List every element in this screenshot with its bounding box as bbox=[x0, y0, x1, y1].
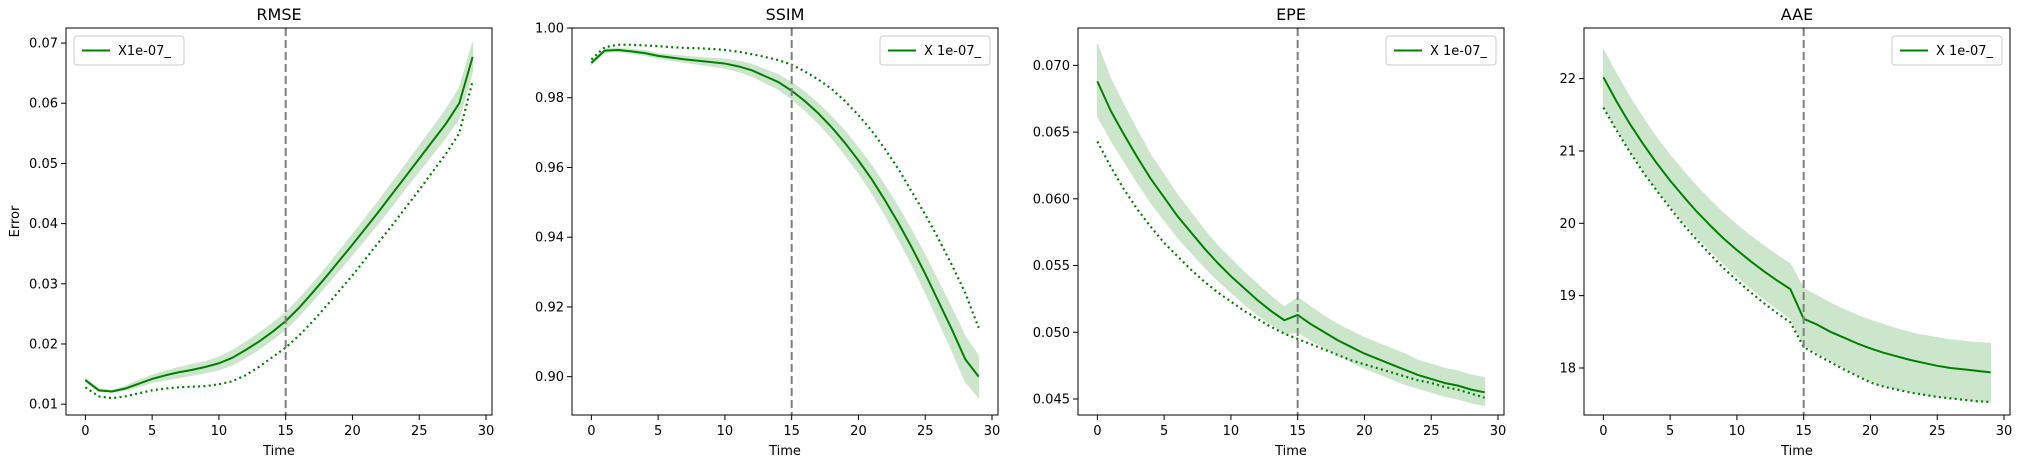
y-tick-label: 0.92 bbox=[535, 300, 564, 315]
subplot-aae: 0 5 10 15 20 25 30 18 19 20 21 22 AAE Time X 1e-07_ bbox=[1559, 5, 2012, 459]
y-tick-label: 0.05 bbox=[29, 157, 58, 172]
x-tick-label: 30 bbox=[984, 424, 1001, 439]
legend-label: X 1e-07_ bbox=[924, 44, 982, 59]
chart-title: RMSE bbox=[256, 5, 301, 24]
y-tick-label: 0.060 bbox=[1033, 192, 1070, 207]
axes-frame bbox=[1583, 27, 2011, 416]
x-tick-label: 15 bbox=[783, 424, 800, 439]
legend: X1e-07_ bbox=[73, 35, 185, 66]
x-tick-label: 5 bbox=[1666, 424, 1674, 439]
subplot-rmse: 0 5 10 15 20 25 30 0.01 0.02 0.03 0.04 0.05 0.06 0.07… bbox=[8, 5, 494, 459]
x-tick-label: 25 bbox=[411, 424, 428, 439]
legend: X 1e-07_ bbox=[1891, 35, 2003, 66]
x-tick-label: 5 bbox=[654, 424, 662, 439]
series-line-comparison bbox=[590, 43, 980, 329]
x-tick-label: 25 bbox=[1929, 424, 1946, 439]
x-axis-label: Time bbox=[262, 444, 295, 459]
x-axis-label: Time bbox=[1780, 444, 1813, 459]
x-tick-label: 10 bbox=[1729, 424, 1746, 439]
legend-label: X 1e-07_ bbox=[1936, 44, 1994, 59]
confidence-band bbox=[84, 42, 474, 393]
x-tick-label: 0 bbox=[1599, 424, 1607, 439]
axes-frame bbox=[65, 27, 493, 416]
y-tick-label: 0.045 bbox=[1033, 392, 1070, 407]
y-tick-label: 0.07 bbox=[29, 37, 58, 52]
y-tick-label: 18 bbox=[1559, 361, 1576, 376]
subplot-ssim: 0 5 10 15 20 25 30 0.90 0.92 0.94 0.96 0.98 1.00 SSIM… bbox=[535, 5, 1000, 459]
legend-box bbox=[73, 35, 185, 66]
y-tick-label: 0.070 bbox=[1033, 59, 1070, 74]
series-line-mean bbox=[1096, 80, 1485, 394]
y-axis-label: Error bbox=[8, 205, 23, 237]
x-tick-label: 20 bbox=[1862, 424, 1879, 439]
legend: X 1e-07_ bbox=[1385, 35, 1497, 66]
series-line-mean bbox=[84, 56, 474, 393]
y-tick-label: 0.90 bbox=[535, 370, 564, 385]
y-tick-label: 0.055 bbox=[1033, 259, 1070, 274]
y-tick-label: 21 bbox=[1559, 144, 1576, 159]
chart-title: EPE bbox=[1276, 5, 1306, 24]
legend-label: X1e-07_ bbox=[118, 44, 171, 59]
x-tick-label: 10 bbox=[211, 424, 228, 439]
x-axis-label: Time bbox=[1274, 444, 1307, 459]
y-tick-label: 0.065 bbox=[1033, 126, 1070, 141]
x-tick-label: 20 bbox=[344, 424, 361, 439]
y-tick-label: 0.94 bbox=[535, 231, 564, 246]
y-tick-label: 0.98 bbox=[535, 91, 564, 106]
y-tick-label: 0.96 bbox=[535, 161, 564, 176]
subplots: 0 5 10 15 20 25 30 0.01 0.02 0.03 0.04 0.05 0.06 0.07… bbox=[8, 5, 2012, 459]
x-tick-label: 30 bbox=[478, 424, 495, 439]
chart-title: SSIM bbox=[766, 5, 805, 24]
y-tick-label: 0.03 bbox=[29, 277, 58, 292]
subplot-epe: 0 5 10 15 20 25 30 0.045 0.050 0.055 0.060 0.065 0.0… bbox=[1033, 5, 1506, 459]
x-tick-label: 15 bbox=[1289, 424, 1306, 439]
y-tick-label: 0.050 bbox=[1033, 326, 1070, 341]
x-tick-label: 20 bbox=[850, 424, 867, 439]
y-tick-label: 0.06 bbox=[29, 97, 58, 112]
y-tick-label: 19 bbox=[1559, 289, 1576, 304]
x-tick-label: 0 bbox=[1093, 424, 1101, 439]
x-tick-label: 0 bbox=[587, 424, 595, 439]
x-tick-label: 5 bbox=[148, 424, 156, 439]
x-tick-label: 15 bbox=[1795, 424, 1812, 439]
x-tick-label: 20 bbox=[1356, 424, 1373, 439]
x-tick-label: 30 bbox=[1490, 424, 1507, 439]
axes-frame bbox=[1077, 27, 1505, 416]
series-line-comparison bbox=[1096, 140, 1485, 399]
series-line-mean bbox=[590, 48, 980, 378]
x-tick-label: 10 bbox=[1223, 424, 1240, 439]
series-line-mean bbox=[1602, 76, 1991, 374]
series-line-comparison bbox=[84, 80, 474, 400]
confidence-band bbox=[1602, 49, 1992, 403]
series-line-comparison bbox=[1602, 107, 1991, 404]
legend-box bbox=[879, 35, 991, 66]
confidence-band bbox=[1096, 43, 1486, 407]
confidence-band bbox=[590, 47, 980, 399]
x-tick-label: 30 bbox=[1996, 424, 2013, 439]
y-tick-label: 0.02 bbox=[29, 337, 58, 352]
x-tick-label: 10 bbox=[717, 424, 734, 439]
x-tick-label: 0 bbox=[81, 424, 89, 439]
legend: X 1e-07_ bbox=[879, 35, 991, 66]
y-tick-label: 22 bbox=[1559, 72, 1576, 87]
axes-frame bbox=[571, 27, 999, 416]
chart-title: AAE bbox=[1781, 5, 1813, 24]
y-tick-label: 0.04 bbox=[29, 217, 58, 232]
legend-box bbox=[1385, 35, 1497, 66]
y-tick-label: 20 bbox=[1559, 217, 1576, 232]
y-tick-label: 1.00 bbox=[535, 22, 564, 37]
legend-box bbox=[1891, 35, 2003, 66]
x-tick-label: 25 bbox=[917, 424, 934, 439]
x-tick-label: 15 bbox=[277, 424, 294, 439]
x-tick-label: 5 bbox=[1160, 424, 1168, 439]
legend-label: X 1e-07_ bbox=[1430, 44, 1488, 59]
x-tick-label: 25 bbox=[1423, 424, 1440, 439]
y-tick-label: 0.01 bbox=[29, 398, 58, 413]
x-axis-label: Time bbox=[768, 444, 801, 459]
